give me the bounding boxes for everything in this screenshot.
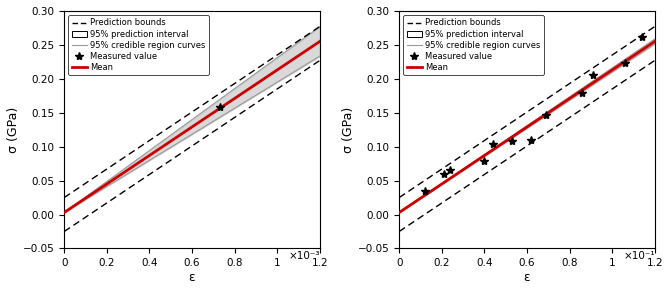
Y-axis label: σ (GPa): σ (GPa) — [7, 107, 20, 153]
X-axis label: ε: ε — [189, 271, 195, 284]
Text: ×10⁻¹: ×10⁻¹ — [623, 251, 655, 261]
X-axis label: ε: ε — [524, 271, 530, 284]
Y-axis label: σ (GPa): σ (GPa) — [342, 107, 355, 153]
Legend: Prediction bounds, 95% prediction interval, 95% credible region curves, Measured: Prediction bounds, 95% prediction interv… — [403, 15, 544, 75]
Legend: Prediction bounds, 95% prediction interval, 95% credible region curves, Measured: Prediction bounds, 95% prediction interv… — [68, 15, 209, 75]
Text: ×10⁻³: ×10⁻³ — [288, 251, 320, 261]
